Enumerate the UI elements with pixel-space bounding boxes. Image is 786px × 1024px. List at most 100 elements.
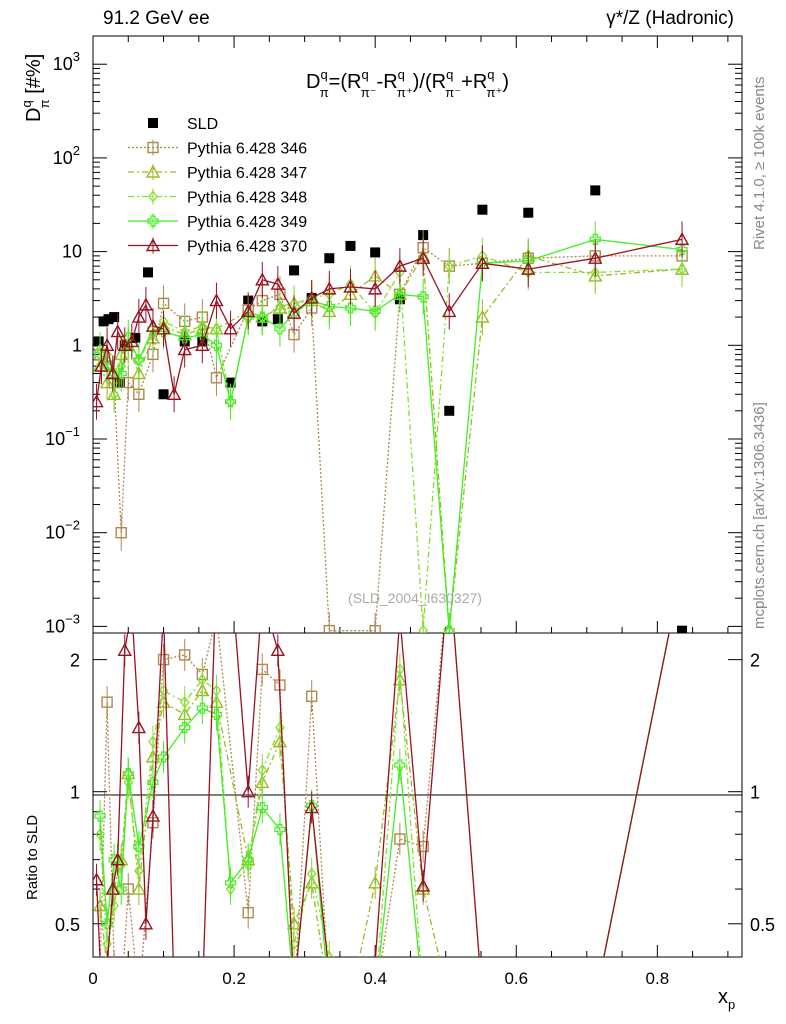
point-pythia-370 (195, 337, 210, 351)
legend-item-sld: SLD (148, 116, 218, 133)
ratio-point-pythia-349 (418, 995, 428, 1005)
ratio-point-pythia-370 (589, 994, 601, 1005)
point-pythia-349 (115, 367, 127, 380)
point-sld (523, 207, 534, 218)
ratio-point-pythia-346 (289, 995, 299, 1005)
ratio-point-pythia-348 (275, 721, 285, 734)
point-pythia-348 (444, 260, 455, 273)
point-pythia-348 (418, 624, 428, 633)
ratio-point-pythia-346 (179, 649, 191, 661)
ratio-point-pythia-347 (344, 994, 356, 1005)
ratio-point-pythia-349-shape (418, 995, 428, 1005)
ratio-point-pythia-349-shape (523, 995, 533, 1005)
series-line-pythia-347 (99, 253, 683, 631)
ratio-point-pythia-370 (210, 563, 222, 574)
point-pythia-346 (369, 624, 381, 633)
point-pythia-349 (394, 288, 406, 300)
point-sld (677, 625, 688, 633)
point-pythia-349-shape (676, 244, 688, 256)
ratio-point-pythia-347 (476, 994, 488, 1005)
point-pythia-349-shape (210, 339, 223, 351)
legend-label-sld: SLD (187, 116, 218, 133)
ratio-point-pythia-370 (105, 881, 120, 895)
point-pythia-349 (133, 354, 145, 366)
ratio-point-pythia-349 (274, 823, 286, 836)
point-pythia-370 (131, 309, 147, 323)
point-pythia-349-shape (344, 302, 357, 314)
ratio-point-pythia-349 (394, 759, 406, 771)
ratio-point-pythia-346 (305, 690, 318, 702)
ratio-point-pythia-346 (677, 564, 687, 574)
ratio-point-pythia-349-shape (94, 810, 106, 822)
y-tick-label: 102 (53, 143, 80, 168)
ratio-point-pythia-370 (415, 878, 431, 892)
x-tick-label: 0.4 (363, 969, 387, 988)
point-pythia-346 (323, 624, 336, 633)
point-pythia-370 (110, 324, 125, 338)
ratio-point-pythia-349 (289, 987, 299, 997)
point-pythia-349 (274, 323, 286, 335)
point-sld (130, 332, 141, 343)
ratio-point-pythia-346 (157, 653, 170, 666)
legend-item-pythia-370: Pythia 6.428 370 (128, 237, 307, 256)
ratio-tick-label: 1 (70, 783, 80, 803)
point-pythia-370 (415, 250, 431, 264)
y-tick-label: 10−1 (45, 424, 80, 449)
ratio-point-pythia-349-shape (394, 759, 406, 771)
ratio-point-pythia-370 (304, 800, 319, 814)
legend-item-pythia-347: Pythia 6.428 347 (128, 164, 307, 182)
ratio-point-pythia-349-shape (101, 918, 113, 930)
point-sld (143, 267, 154, 278)
point-sld (109, 312, 120, 323)
point-sld (444, 405, 455, 416)
point-pythia-349-shape (274, 323, 286, 335)
ratio-point-pythia-349 (94, 810, 106, 822)
ratio-point-pythia-370 (158, 604, 170, 615)
ratio-point-pythia-349-shape (289, 987, 299, 997)
ratio-point-pythia-370 (117, 642, 132, 657)
series-pythia-349 (94, 221, 688, 633)
ratio-point-pythia-349-shape (115, 883, 127, 895)
point-pythia-349 (344, 302, 357, 314)
watermark: (SLD_2004_I630327) (348, 590, 482, 606)
ratio-point-pythia-348 (445, 995, 453, 1005)
point-pythia-349-shape (224, 396, 237, 408)
ratio-point-pythia-347 (367, 875, 383, 889)
point-pythia-347 (99, 375, 115, 389)
ratio-point-pythia-347 (101, 960, 113, 971)
legend-label-pythia-347: Pythia 6.428 347 (187, 165, 307, 182)
ratio-point-pythia-348 (95, 828, 105, 841)
ratio-point-pythia-346 (116, 995, 126, 1005)
point-pythia-370 (442, 303, 457, 318)
legend-label-pythia-370: Pythia 6.428 370 (187, 239, 307, 256)
ratio-tick-label: 2 (70, 651, 80, 671)
ratio-point-pythia-346 (523, 995, 533, 1005)
ratio-point-pythia-370 (476, 994, 488, 1005)
ratio-point-pythia-349-shape (274, 823, 286, 836)
legend: SLD Pythia 6.428 346 Pythia 6.428 347 Pythi… (128, 116, 307, 256)
point-pythia-370 (322, 281, 337, 295)
ratio-point-pythia-348 (591, 995, 599, 1005)
ratio-point-pythia-349 (477, 995, 487, 1005)
ratio-point-pythia-348 (197, 673, 208, 686)
point-pythia-349-shape (394, 288, 406, 300)
x-tick-label: 0.2 (222, 969, 246, 988)
ratio-y-axis-label: Ratio to SLD (24, 815, 41, 900)
point-pythia-347 (443, 623, 455, 633)
point-pythia-370 (392, 258, 408, 272)
point-pythia-349 (443, 625, 455, 633)
ratio-point-pythia-370 (241, 784, 256, 798)
ratio-point-pythia-370 (196, 994, 208, 1005)
ratio-point-pythia-348 (257, 764, 268, 777)
point-sld (477, 204, 488, 215)
point-sld (289, 265, 300, 276)
ratio-point-pythia-349 (224, 877, 237, 889)
ratio-point-pythia-348 (371, 995, 379, 1005)
ratio-point-pythia-347 (676, 563, 688, 574)
ratio-point-pythia-370 (179, 994, 191, 1005)
ratio-point-pythia-346 (242, 906, 254, 919)
ratio-point-pythia-349 (444, 995, 454, 1005)
point-pythia-349-shape (115, 367, 127, 380)
ratio-series-pythia-370 (93, 563, 670, 1005)
